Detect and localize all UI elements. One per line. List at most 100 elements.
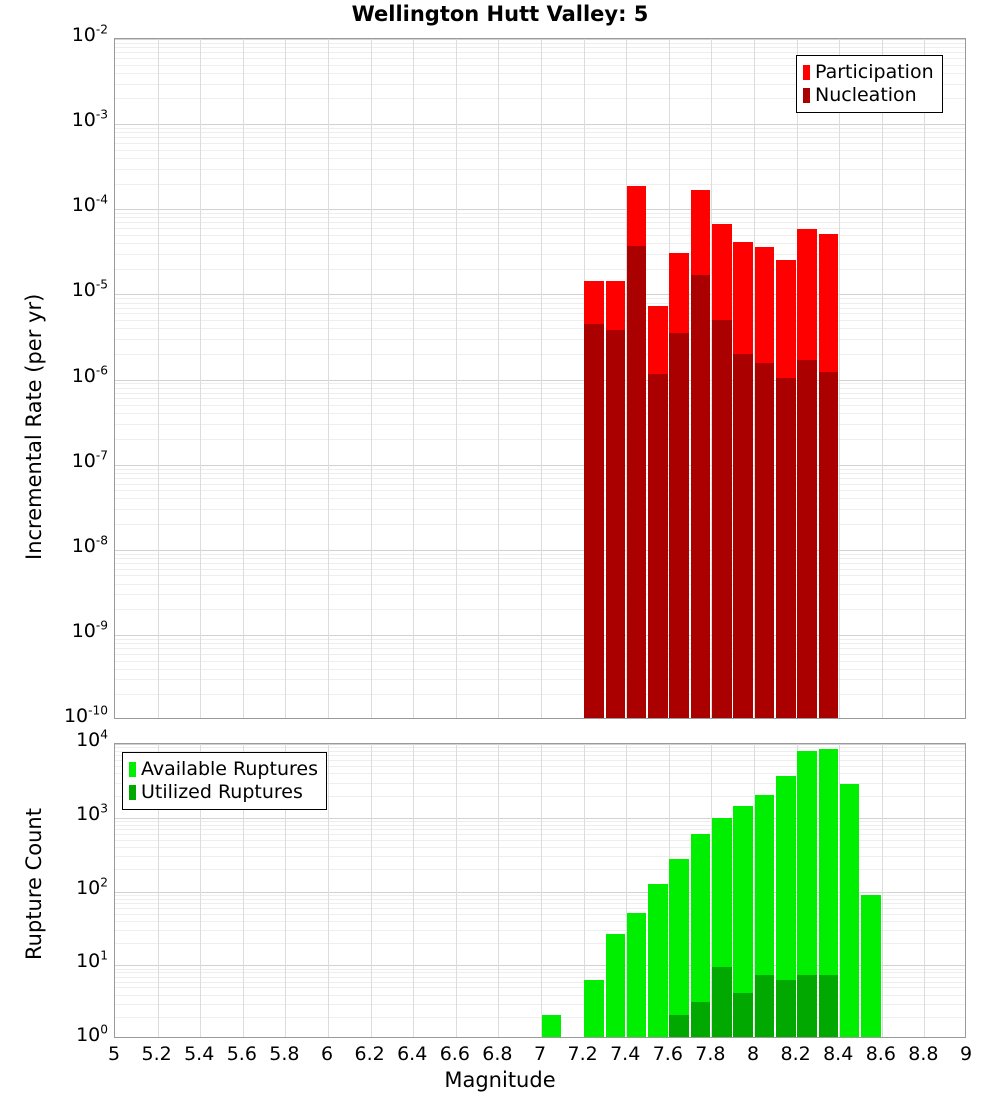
bar-nucleation [626,246,647,718]
gridline-minor [115,643,965,644]
gridline-minor [115,639,965,640]
y-tick-label: 10-7 [71,448,108,472]
bar-utilized-ruptures [669,1014,690,1037]
legend-item-available-ruptures[interactable]: Available Ruptures [129,758,318,781]
gridline-minor [115,609,965,610]
legend-item-utilized-ruptures[interactable]: Utilized Ruptures [129,781,318,804]
gridline-vertical [200,39,201,718]
gridline-vertical [243,744,244,1037]
gridline-minor [115,424,965,425]
gridline-minor [115,834,965,835]
bar-nucleation [733,353,753,718]
gridline-minor [115,47,965,48]
gridline-minor [115,977,965,978]
x-tick-label: 8.4 [823,1043,854,1065]
bar-utilized-ruptures [712,966,732,1037]
gridline-minor [115,484,965,485]
bar-available-ruptures [605,933,626,1037]
bars-bottom [115,744,965,1037]
bar-available-ruptures [839,783,860,1037]
gridline-vertical [328,744,329,1037]
gridline-minor [115,509,965,510]
x-tick-label: 8.2 [780,1043,811,1065]
gridline-vertical [498,39,499,718]
bar-utilized-ruptures [733,992,753,1037]
x-tick-label: 6.8 [482,1043,513,1065]
x-tick-label: 9 [959,1043,973,1065]
gridline-major [115,635,965,636]
gridline-minor [115,982,965,983]
x-tick-label: 5 [107,1043,121,1065]
gridline-minor [115,235,965,236]
legend-item-nucleation[interactable]: Nucleation [803,84,934,107]
x-tick-label: 6 [320,1043,334,1065]
gridline-minor [115,594,965,595]
bar-nucleation [605,330,626,718]
x-tick-label: 8.6 [865,1043,896,1065]
gridline-minor [115,58,965,59]
gridline-minor [115,895,965,896]
gridline-vertical [754,744,755,1037]
gridline-major [115,294,965,295]
utilized-ruptures-swatch-icon [129,785,136,800]
gridline-minor [115,413,965,414]
bars-top [115,39,965,718]
gridline-minor [115,169,965,170]
gridline-vertical [200,744,201,1037]
gridline-minor [115,150,965,151]
gridline-minor [115,856,965,857]
gridline-minor [115,943,965,944]
gridline-minor [115,98,965,99]
gridline-minor [115,679,965,680]
y-tick-label: 10-6 [71,363,108,387]
legend-item-participation[interactable]: Participation [803,61,934,84]
gridline-vertical [285,744,286,1037]
legend-bottom: Available Ruptures Utilized Ruptures [122,752,327,810]
gridline-minor [115,1017,965,1018]
gridline-vertical [541,744,542,1037]
y-tick-label: 10-9 [71,618,108,642]
x-tick-label: 7.8 [695,1043,726,1065]
gridline-minor [115,995,965,996]
bar-available-ruptures [541,1014,562,1037]
gridline-vertical [626,744,627,1037]
gridline-minor [115,383,965,384]
bar-nucleation [754,362,775,718]
bar-utilized-ruptures [818,974,839,1037]
gridline-minor [115,751,965,752]
gridline-major [115,209,965,210]
gridline-minor [115,388,965,389]
gridline-minor [115,298,965,299]
gridline-minor [115,694,965,695]
gridline-minor [115,339,965,340]
gridline-minor [115,829,965,830]
bar-available-ruptures [797,750,817,1037]
legend-item-label: Nucleation [815,84,917,106]
gridline-minor [115,783,965,784]
x-tick-label: 5.8 [269,1043,300,1065]
gridline-minor [115,128,965,129]
gridline-minor [115,821,965,822]
y-axis-ticks-bottom: 100 101 102 103 104 [0,0,108,1100]
gridline-vertical [413,744,414,1037]
gridline-minor [115,213,965,214]
grid-bottom [115,744,965,1037]
gridline-minor [115,1004,965,1005]
grid-top [115,39,965,718]
x-tick-label: 6.6 [439,1043,470,1065]
gridline-minor [115,575,965,576]
gridline-vertical [371,39,372,718]
bar-available-ruptures [861,894,881,1037]
gridline-minor [115,84,965,85]
gridline-vertical [882,39,883,718]
gridline-major [115,550,965,551]
gridline-vertical [924,744,925,1037]
gridline-minor [115,143,965,144]
gridline-minor [115,243,965,244]
bar-nucleation [797,360,817,718]
gridline-minor [115,899,965,900]
gridline-minor [115,661,965,662]
gridline-minor [115,490,965,491]
bar-available-ruptures [733,806,753,1037]
